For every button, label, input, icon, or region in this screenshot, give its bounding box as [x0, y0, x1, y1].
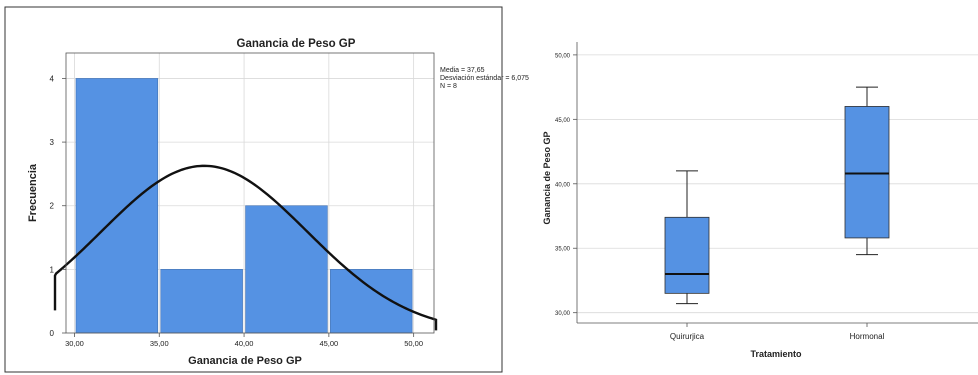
boxplot-y-tick-label: 40,00 [555, 182, 571, 188]
histogram-bar [330, 269, 413, 334]
boxplot-y-tick-label: 45,00 [555, 118, 571, 124]
histogram-y-tick-label: 0 [50, 329, 55, 338]
histogram-y-tick-label: 1 [50, 265, 55, 274]
histogram-x-tick-label: 35,00 [150, 339, 169, 348]
histogram-y-tick-label: 4 [50, 74, 55, 83]
histogram-bar [245, 205, 328, 334]
boxplot-x-tick-label: Quirurjica [670, 332, 705, 341]
histogram-title: Ganancia de Peso GP [237, 38, 356, 50]
boxplot-y-axis-label: Ganancia de Peso GP [542, 131, 552, 224]
stats-n: N = 8 [440, 83, 457, 90]
stats-sd: Desviación estándar = 6,075 [440, 75, 529, 82]
box-iqr [664, 216, 710, 294]
boxplot-y-tick-label: 35,00 [555, 247, 571, 253]
stats-mean: Media = 37,65 [440, 67, 485, 74]
histogram-x-tick-label: 30,00 [65, 339, 84, 348]
normal-curve [53, 164, 438, 331]
histogram-x-tick-label: 45,00 [319, 339, 338, 348]
boxplot-y-tick-label: 30,00 [555, 311, 571, 317]
histogram-x-axis-label: Ganancia de Peso GP [188, 355, 302, 367]
box-iqr [844, 106, 890, 239]
histogram-bar [160, 269, 243, 334]
histogram-bar [75, 78, 159, 334]
histogram-x-tick-label: 50,00 [404, 339, 423, 348]
boxplot-x-axis-label: Tratamiento [750, 349, 802, 359]
stats-box: Media = 37,65 Desviación estándar = 6,07… [440, 67, 529, 90]
histogram-x-tick-label: 40,00 [235, 339, 254, 348]
boxplot-y-tick-label: 50,00 [555, 53, 571, 59]
histogram-plot-border [65, 52, 435, 334]
histogram-y-tick-label: 2 [50, 202, 55, 211]
boxplot-quirurjica [664, 170, 710, 305]
boxplot-hormonal [844, 86, 890, 256]
histogram-y-axis-label: Frecuencia [27, 163, 39, 222]
histogram-y-tick-label: 3 [50, 138, 55, 147]
boxplot-x-tick-label: Hormonal [850, 332, 885, 341]
histogram-frame [4, 6, 503, 373]
